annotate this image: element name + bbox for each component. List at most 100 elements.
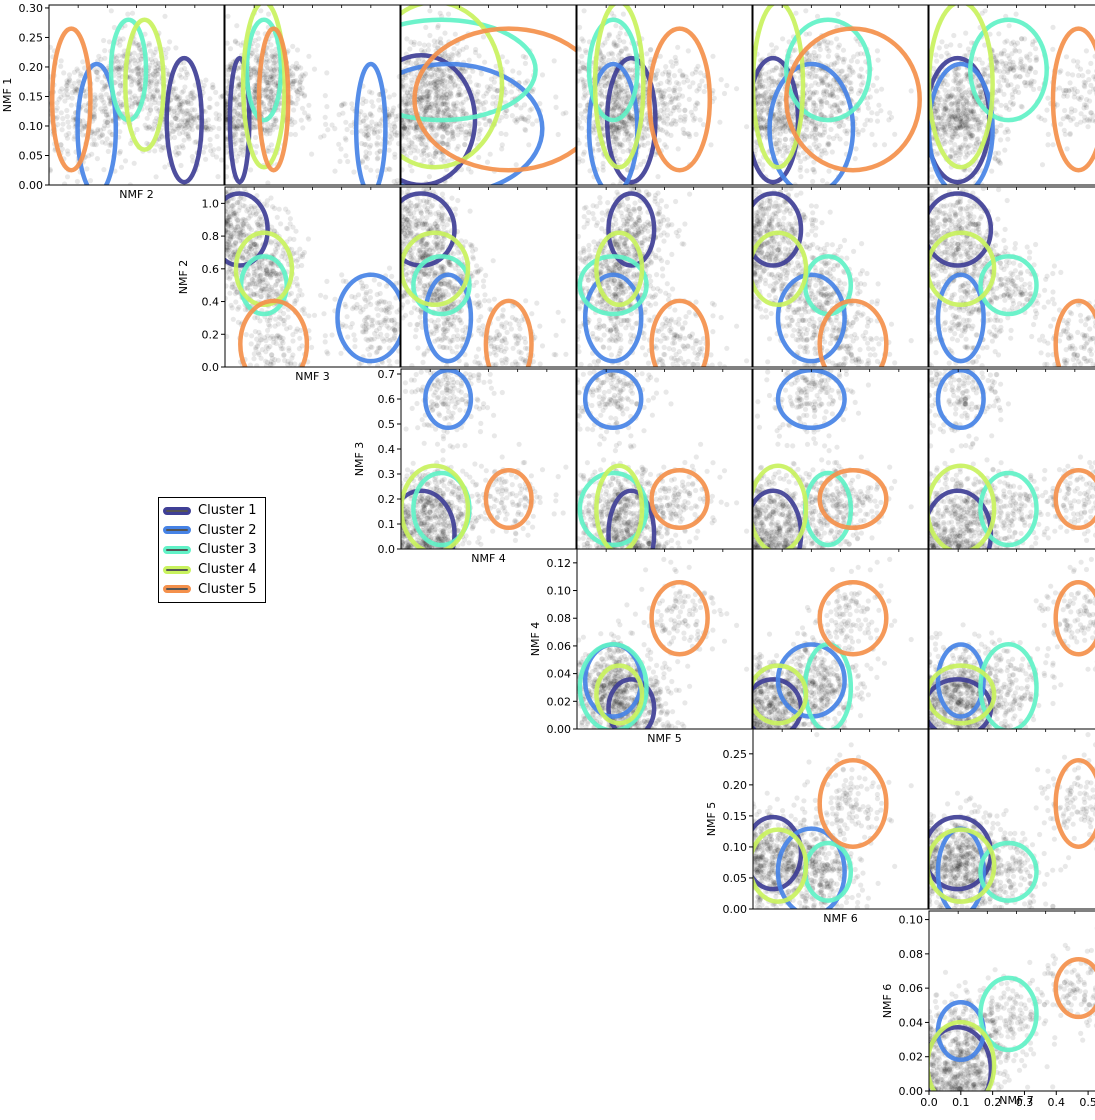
scatter-point (108, 141, 113, 146)
scatter-point (856, 91, 861, 96)
scatter-point (759, 94, 764, 99)
scatter-point (610, 107, 615, 112)
scatter-point (961, 142, 966, 147)
scatter-point (100, 80, 105, 85)
scatter-point (376, 98, 381, 103)
scatter-point (426, 47, 431, 52)
scatter-point (177, 95, 182, 100)
scatter-point (672, 90, 677, 95)
scatter-point (65, 114, 70, 119)
scatter-point (152, 122, 157, 127)
scatter-point (774, 45, 779, 50)
scatter-point (65, 119, 70, 124)
scatter-point (473, 47, 478, 52)
scatter-point (833, 87, 838, 92)
scatter-point (719, 77, 724, 82)
scatter-point (336, 142, 341, 147)
scatter-point (463, 130, 468, 135)
scatter-point (966, 130, 971, 135)
scatter-point (255, 43, 260, 48)
scatter-point (266, 149, 271, 154)
scatter-point (457, 87, 462, 92)
scatter-point (461, 106, 466, 111)
scatter-point (818, 47, 823, 52)
scatter-point (323, 122, 328, 127)
scatter-point (377, 148, 382, 153)
scatter-point (641, 159, 646, 164)
scatter-point (265, 127, 270, 132)
scatter-point (303, 71, 308, 76)
scatter-point (61, 70, 66, 75)
scatter-point (757, 158, 762, 163)
scatter-point (849, 58, 854, 63)
scatter-point (368, 143, 373, 148)
scatter-point (763, 78, 768, 83)
scatter-point (708, 142, 713, 147)
scatter-point (100, 140, 105, 145)
scatter-point (80, 59, 85, 64)
scatter-point (672, 85, 677, 90)
scatter-point (441, 159, 446, 164)
scatter-point (440, 135, 445, 140)
scatter-point (434, 103, 439, 108)
scatter-point (663, 64, 668, 69)
scatter-point (453, 32, 458, 37)
scatter-point (503, 132, 508, 137)
scatter-point (757, 81, 762, 86)
panel-content (748, 2, 920, 194)
scatter-point (403, 135, 408, 140)
scatter-point (655, 174, 660, 179)
scatter-point (812, 50, 817, 55)
scatter-point (427, 8, 432, 13)
scatter-point (824, 100, 829, 105)
scatter-point (937, 121, 942, 126)
scatter-point (798, 159, 803, 164)
scatter-point (392, 92, 397, 97)
scatter-point (610, 52, 615, 57)
panel-nmf6-vs-nmf1 (748, 2, 928, 194)
scatter-point (162, 14, 167, 19)
scatter-point (102, 48, 107, 53)
scatter-point (841, 59, 846, 64)
scatter-point (261, 101, 266, 106)
scatter-point (149, 57, 154, 62)
scatter-point (405, 107, 410, 112)
scatter-point (825, 181, 830, 186)
scatter-point (254, 144, 259, 149)
panel-nmf2-vs-nmf1: 0.000.050.100.150.200.250.30 (19, 2, 226, 194)
scatter-point (291, 107, 296, 112)
scatter-point (526, 142, 531, 147)
scatter-point (185, 99, 190, 104)
scatter-point (837, 108, 842, 113)
scatter-point (780, 153, 785, 158)
scatter-point (769, 42, 774, 47)
scatter-point (820, 178, 825, 183)
scatter-point (591, 125, 596, 130)
scatter-point (360, 101, 365, 106)
scatter-point (169, 120, 174, 125)
scatter-point (295, 47, 300, 52)
scatter-point (62, 181, 67, 186)
scatter-point (450, 131, 455, 136)
scatter-point (830, 94, 835, 99)
scatter-point (779, 72, 784, 77)
scatter-point (116, 53, 121, 58)
scatter-point (476, 136, 481, 141)
scatter-point (463, 69, 468, 74)
scatter-point (630, 122, 635, 127)
scatter-point (59, 58, 64, 63)
scatter-point (293, 132, 298, 137)
scatter-point (370, 104, 375, 109)
scatter-point (622, 137, 627, 142)
scatter-point (772, 68, 777, 73)
scatter-point (674, 61, 679, 66)
scatter-point (407, 145, 412, 150)
scatter-point (132, 161, 137, 166)
scatter-point (58, 94, 63, 99)
scatter-point (514, 162, 519, 167)
scatter-point (577, 103, 582, 108)
scatter-point (155, 88, 160, 93)
scatter-point (697, 83, 702, 88)
scatter-point (887, 110, 892, 115)
scatter-point (838, 136, 843, 141)
